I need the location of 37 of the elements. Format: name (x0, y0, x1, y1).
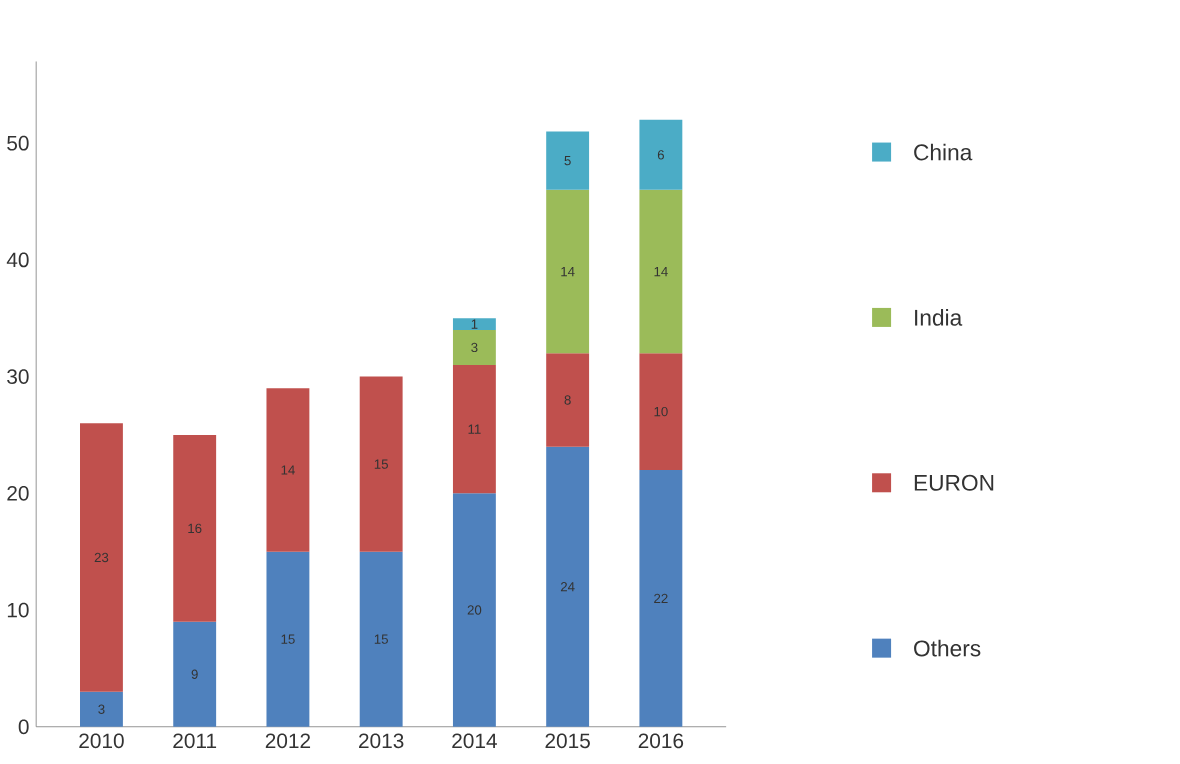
bar (452, 329, 496, 365)
x-tick-label: 2015 (545, 733, 590, 749)
legend-label: Others (914, 639, 981, 657)
bar (266, 388, 310, 552)
bar (173, 434, 217, 622)
y-tick-label: 40 (6, 252, 29, 268)
bar (80, 423, 123, 692)
y-tick-label: 20 (7, 485, 29, 501)
legend-label: EURON (914, 474, 994, 491)
bar (546, 189, 590, 354)
bar (639, 119, 683, 190)
y-tick-label: 30 (7, 369, 29, 384)
x-tick-label: 2010 (79, 733, 124, 749)
legend-label: China (914, 143, 973, 161)
legend-label: India (915, 309, 963, 326)
bar (452, 493, 496, 727)
bar (173, 621, 217, 727)
bar (639, 353, 683, 470)
bar (266, 551, 310, 727)
x-tick-label: 2016 (638, 733, 684, 749)
x-tick-label: 2014 (452, 733, 497, 749)
bar (80, 691, 123, 727)
bar (546, 353, 590, 447)
y-tick-label: 50 (7, 135, 29, 151)
bar (452, 364, 496, 494)
x-tick-label: 2012 (265, 733, 311, 749)
bar (639, 469, 683, 727)
bar (639, 189, 683, 354)
bar (359, 551, 403, 727)
y-tick-label: 10 (7, 602, 29, 618)
bar (546, 446, 590, 727)
x-tick-label: 2011 (173, 733, 217, 749)
x-tick-label: 2013 (359, 733, 404, 749)
bar (546, 131, 590, 190)
y-tick-label: 0 (18, 719, 29, 735)
bar (452, 318, 496, 330)
bar (359, 376, 403, 552)
